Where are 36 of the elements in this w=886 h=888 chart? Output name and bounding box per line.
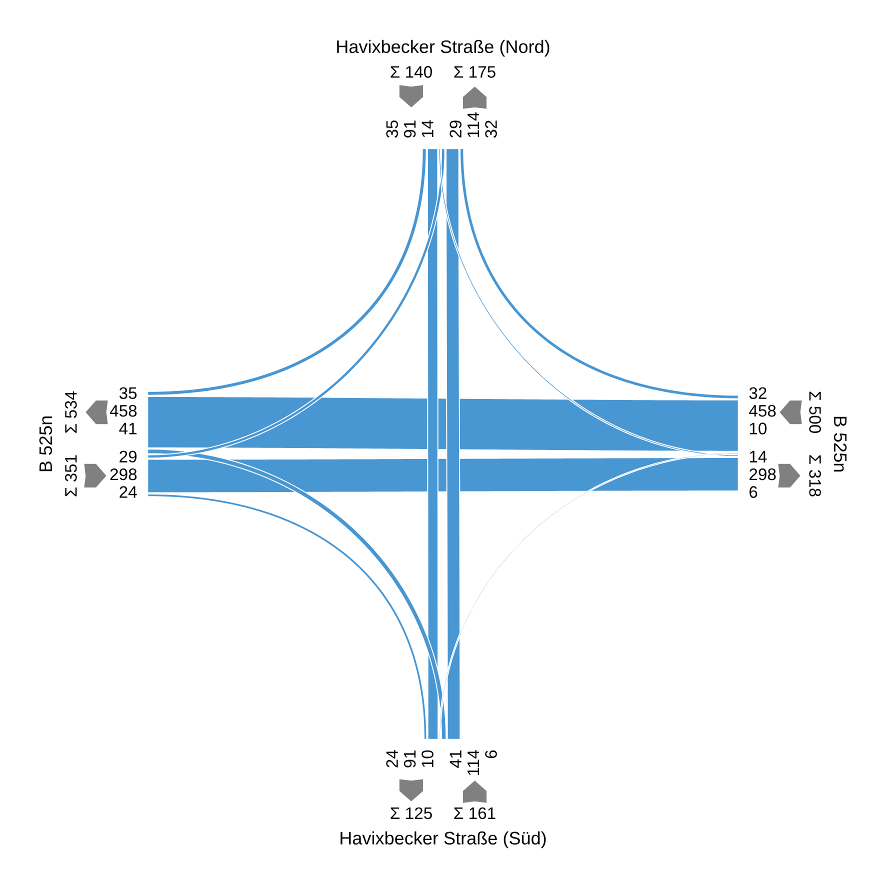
data-label: 458 — [110, 404, 137, 417]
text: Σ 125 — [390, 807, 432, 820]
data-label: 35 — [119, 387, 137, 400]
text: 6 — [485, 750, 497, 758]
data-label: 41 — [119, 422, 137, 434]
category-label: B 525n — [834, 416, 847, 472]
text: 114 — [468, 750, 480, 775]
text: 458 — [749, 404, 776, 417]
text: 32 — [749, 387, 766, 400]
data-label: 91 — [404, 750, 416, 768]
data-label: 24 — [386, 750, 398, 768]
text: Σ 161 — [454, 807, 496, 820]
category-label: Havixbecker Straße (Nord) — [337, 40, 550, 57]
text: 91 — [404, 120, 416, 138]
text: Σ 534 — [65, 391, 77, 433]
text: Σ 351 — [65, 455, 77, 496]
category-label: B 525n — [39, 416, 52, 472]
data-label: 14 — [750, 450, 767, 462]
text: Σ 500 — [809, 392, 821, 433]
data-label: 298 — [750, 468, 776, 480]
data-label: 10 — [422, 750, 434, 767]
text: 24 — [120, 486, 137, 498]
text: 41 — [450, 750, 462, 768]
data-label: 6 — [750, 486, 758, 498]
data-label: 29 — [450, 120, 462, 138]
data-label: 114 — [468, 112, 480, 138]
text: 29 — [120, 450, 137, 462]
text: 298 — [110, 468, 137, 480]
text: 14 — [422, 120, 434, 138]
text: Σ 140 — [390, 66, 432, 78]
text: 35 — [386, 120, 398, 138]
text: Σ 318 — [809, 455, 821, 496]
text: Σ 175 — [454, 66, 496, 78]
data-label: 32 — [485, 120, 497, 138]
category-label: Havixbecker Straße (Süd) — [340, 831, 546, 848]
text: 10 — [750, 422, 767, 434]
